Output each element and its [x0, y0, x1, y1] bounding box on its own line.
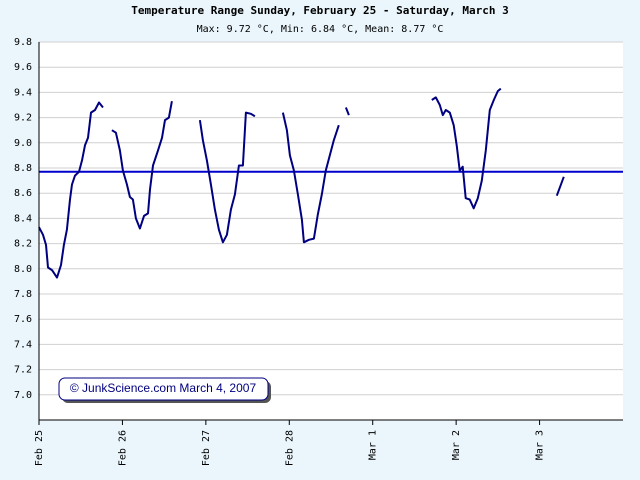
- x-tick-label: Mar 2: [451, 430, 462, 460]
- y-tick-label: 7.0: [14, 390, 32, 401]
- y-tick-label: 9.2: [14, 113, 32, 124]
- y-tick-label: 8.4: [14, 213, 32, 224]
- y-tick-label: 8.0: [14, 264, 32, 275]
- marks: [38, 87, 623, 279]
- y-tick-label: 8.8: [14, 163, 32, 174]
- temperature-line: [38, 87, 565, 279]
- y-tick-label: 9.6: [14, 62, 32, 73]
- x-tick-label: Feb 25: [34, 430, 45, 466]
- chart-title: Temperature Range Sunday, February 25 - …: [131, 4, 509, 17]
- y-tick-label: 8.2: [14, 239, 32, 250]
- y-tick-label: 7.4: [14, 339, 32, 350]
- x-tick-label: Mar 3: [535, 430, 546, 460]
- y-tick-label: 7.2: [14, 365, 32, 376]
- y-tick-label: 9.4: [14, 87, 32, 98]
- plot-area: [39, 42, 623, 420]
- x-tick-label: Mar 1: [368, 430, 379, 460]
- y-tick-label: 9.0: [14, 138, 32, 149]
- x-tick-label: Feb 27: [201, 430, 212, 466]
- chart-subtitle: Max: 9.72 °C, Min: 6.84 °C, Mean: 8.77 °…: [197, 24, 444, 35]
- x-tick-label: Feb 28: [284, 430, 295, 466]
- y-tick-label: 8.6: [14, 188, 32, 199]
- y-tick-label: 7.8: [14, 289, 32, 300]
- x-tick-label: Feb 26: [117, 430, 128, 466]
- y-tick-label: 7.6: [14, 314, 32, 325]
- y-tick-label: 9.8: [14, 37, 32, 48]
- annotation-box: [58, 377, 269, 401]
- annotation: © JunkScience.com March 4, 2007: [70, 381, 257, 395]
